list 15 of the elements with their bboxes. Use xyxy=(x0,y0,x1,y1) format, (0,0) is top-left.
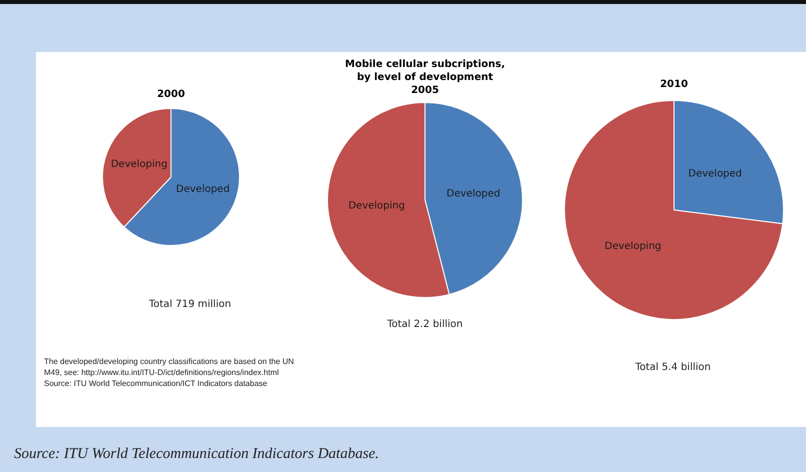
slice-label: Developing xyxy=(604,240,662,252)
slice-label: Developing xyxy=(348,200,405,212)
chart-title: 2000 xyxy=(156,88,186,101)
slice-label: Developed xyxy=(446,188,500,200)
text: Total 2.2 billion xyxy=(386,318,464,332)
source-note: Source: ITU World Telecommunication Indicators Database. xyxy=(14,445,380,464)
chart-title: 2010 xyxy=(659,78,689,91)
chart-title: Mobile cellular subcriptions, by level of development xyxy=(345,58,505,84)
slice-label: Developing xyxy=(110,158,168,170)
slice-label: Developed xyxy=(176,184,230,196)
slice-label: Developed xyxy=(688,168,742,180)
text: Total 5.4 billion xyxy=(634,361,712,374)
text: Total 719 million xyxy=(148,298,232,312)
chart-subtitle: 2005 xyxy=(410,84,440,97)
text: The developed/developing country classifications are based on the UN M49, see: http://www.itu.int/ITU-D/ict/definitions/regions/index.html Source: ITU World Telecommunication/ICT Indicators database xyxy=(44,357,295,390)
